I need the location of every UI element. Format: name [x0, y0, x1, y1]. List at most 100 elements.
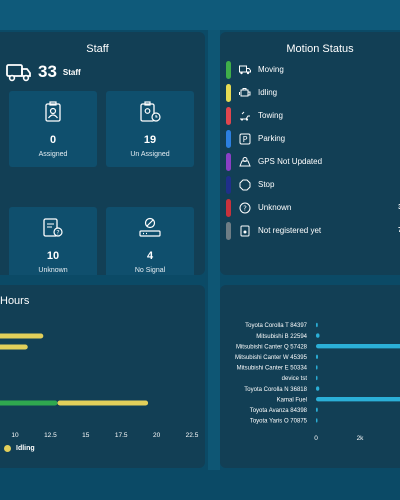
bar[interactable] — [316, 397, 400, 402]
tile-value: 19 — [143, 134, 157, 146]
status-row-towing[interactable]: Towing — [226, 106, 400, 125]
status-row-gps-not-updated[interactable]: GPS Not Updated — [226, 152, 400, 171]
x-tick-label: 17.5 — [115, 432, 128, 439]
bar[interactable] — [316, 333, 320, 338]
status-label: Idling — [258, 88, 278, 97]
x-tick-label: 2k — [357, 435, 365, 442]
motion-status-panel: Motion Status Moving Idling Towing P Par… — [220, 32, 400, 275]
gps-icon — [239, 156, 251, 168]
bar[interactable] — [316, 407, 318, 412]
truck-icon — [239, 64, 251, 76]
tile-label: No Signal — [134, 267, 166, 274]
staff-title: Staff — [86, 43, 109, 55]
legend-swatch — [4, 445, 11, 452]
status-color-bar — [226, 60, 231, 79]
x-tick-label: 10 — [11, 432, 19, 439]
hours-chart-panel: 10 12.5 15 17.5 20 22.5 Hours Idling — [0, 285, 205, 468]
x-tick-label: 15 — [82, 432, 90, 439]
x-tick-label: 22.5 — [186, 432, 199, 439]
tile-no-signal[interactable]: 4 No Signal — [106, 207, 194, 275]
legend-label: Idling — [16, 445, 35, 452]
status-color-bar — [226, 198, 231, 217]
category-label: Toyota Corolla N 36818 — [244, 387, 307, 393]
category-label: Mitsubishi Canter E 50334 — [237, 366, 308, 372]
svg-text:?: ? — [243, 204, 247, 212]
engine-icon — [239, 87, 251, 99]
status-color-bar — [226, 106, 231, 125]
status-label: Towing — [258, 111, 283, 120]
status-label: Not registered yet — [258, 226, 322, 235]
id-badge-clock-icon — [140, 101, 161, 122]
staff-count-label: Staff — [62, 67, 81, 77]
bar-segment[interactable] — [0, 400, 58, 406]
status-row-moving[interactable]: Moving — [226, 60, 400, 79]
hours-legend[interactable]: Idling — [4, 445, 35, 452]
status-row-idling[interactable]: Idling — [226, 83, 400, 102]
hours-chart: 10 12.5 15 17.5 20 22.5 — [0, 333, 199, 439]
tile-value: 10 — [46, 250, 60, 262]
tow-icon — [239, 110, 251, 122]
tile-unassigned[interactable]: 19 Un Assigned — [106, 91, 194, 167]
no-signal-icon — [139, 217, 161, 237]
tile-assigned[interactable]: 0 Assigned — [9, 91, 97, 167]
status-label: Stop — [258, 180, 275, 189]
tile-label: Un Assigned — [130, 151, 170, 158]
status-color-bar — [226, 83, 231, 102]
status-row-stop[interactable]: Stop — [226, 175, 400, 194]
status-row-not-registered[interactable]: Not registered yet 7 — [226, 221, 400, 240]
staff-panel: Staff 33 Staff 0 Assigned 19 Un Assign — [0, 32, 205, 275]
bar[interactable] — [316, 418, 318, 423]
x-tick-label: 20 — [153, 432, 161, 439]
category-label: Mitsubishi B 22594 — [256, 334, 307, 340]
truck-icon — [6, 64, 31, 82]
bar[interactable] — [316, 365, 318, 370]
top-band — [0, 0, 400, 30]
panel-gutter — [208, 30, 220, 470]
bar[interactable] — [316, 354, 318, 359]
svg-text:?: ? — [56, 230, 59, 237]
tile-label: Unknown — [38, 267, 68, 274]
status-color-bar — [226, 221, 231, 240]
category-label: Toyota Yaris O 70875 — [250, 419, 308, 425]
question-icon: ? — [239, 202, 251, 214]
tile-label: Assigned — [38, 151, 68, 158]
tile-value: 0 — [49, 134, 57, 146]
x-tick-label: 0 — [314, 435, 318, 442]
vehicle-chart: Toyota Corolla T 84397 Mitsubishi B 22594… — [235, 322, 400, 442]
svg-text:P: P — [243, 135, 248, 144]
bar[interactable] — [316, 375, 318, 381]
status-row-unknown[interactable]: ? Unknown 3 — [226, 198, 400, 217]
hours-chart-title: Hours — [0, 295, 30, 307]
category-label: Mitsubishi Canter Q 57428 — [236, 344, 308, 350]
status-count: 7 — [398, 227, 400, 234]
category-label: Kamal Fuel — [277, 397, 307, 403]
tile-unknown[interactable]: ? 10 Unknown — [9, 207, 97, 275]
id-badge-question-icon: ? — [43, 218, 63, 237]
status-label: GPS Not Updated — [258, 157, 323, 166]
status-color-bar — [226, 129, 231, 148]
bar[interactable] — [316, 386, 320, 391]
category-label: Mitsubishi Canter W 45395 — [235, 355, 308, 361]
id-badge-icon — [45, 101, 61, 122]
status-label: Unknown — [258, 203, 292, 212]
category-label: device tst — [282, 376, 308, 382]
status-label: Moving — [258, 65, 284, 74]
parking-icon: P — [239, 133, 251, 145]
bar-segment[interactable] — [57, 400, 149, 406]
bar-segment[interactable] — [0, 344, 28, 350]
category-label: Toyota Avanza 84398 — [250, 408, 308, 414]
staff-count: 33 — [38, 62, 57, 81]
stop-icon — [239, 179, 251, 191]
staff-summary: 33 Staff — [6, 62, 81, 82]
tile-value: 4 — [146, 250, 154, 262]
bar-segment[interactable] — [0, 333, 44, 339]
status-color-bar — [226, 152, 231, 171]
category-label: Toyota Corolla T 84397 — [245, 323, 307, 329]
status-label: Parking — [258, 134, 286, 143]
status-row-parking[interactable]: P Parking — [226, 129, 400, 148]
bar[interactable] — [316, 344, 400, 349]
vehicle-chart-panel: Toyota Corolla T 84397 Mitsubishi B 22594… — [220, 285, 400, 468]
status-count: 3 — [398, 204, 400, 211]
x-tick-label: 12.5 — [44, 432, 57, 439]
bar[interactable] — [316, 322, 318, 328]
